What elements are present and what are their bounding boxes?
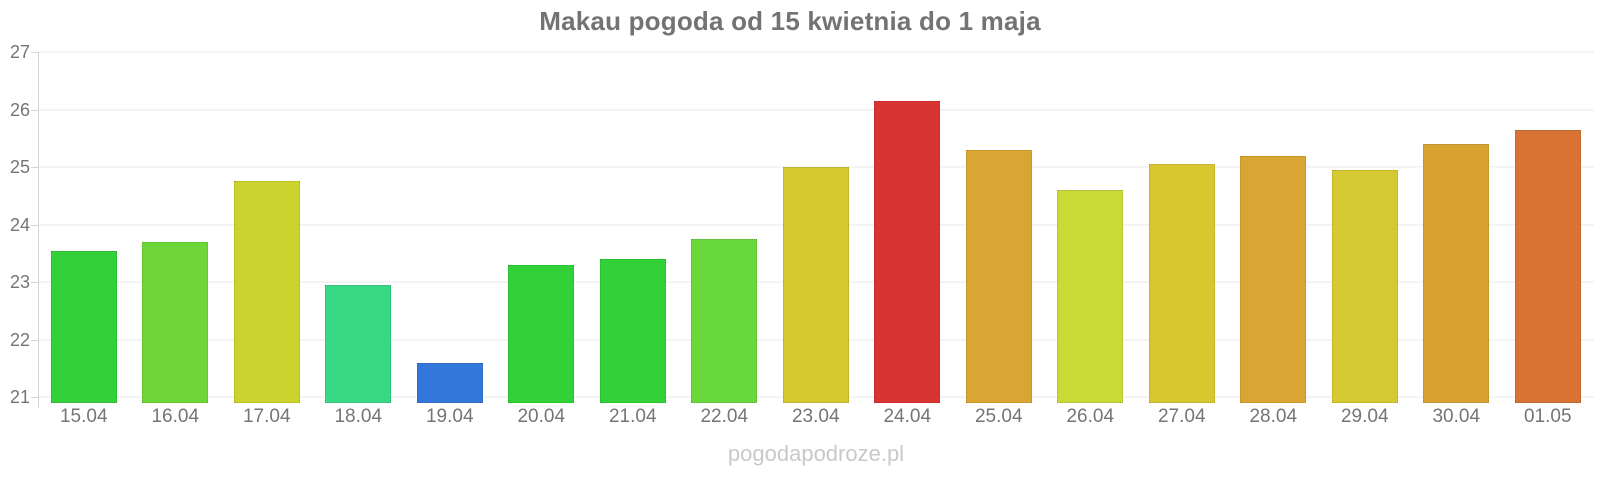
bar-18.04[interactable] — [325, 285, 392, 403]
bar-24.04[interactable] — [874, 100, 941, 403]
bar-23.04[interactable] — [782, 167, 849, 403]
y-tick-label: 23 — [9, 272, 30, 293]
bar-29.04[interactable] — [1331, 169, 1398, 403]
bar-17.04[interactable] — [233, 181, 300, 403]
y-axis-tick — [31, 167, 38, 169]
y-tick-label: 26 — [9, 99, 30, 120]
x-tick-label: 22.04 — [700, 406, 749, 427]
x-tick-label: 21.04 — [608, 406, 657, 427]
x-tick-label: 19.04 — [425, 406, 474, 427]
y-tick-label: 22 — [9, 329, 30, 350]
y-tick-label: 21 — [9, 387, 30, 408]
y-axis-tick — [31, 282, 38, 284]
y-tick-label: 24 — [9, 214, 30, 235]
x-tick-label: 20.04 — [517, 406, 566, 427]
bar-21.04[interactable] — [599, 259, 666, 403]
y-axis-tick — [31, 339, 38, 341]
x-tick-label: 01.05 — [1523, 406, 1572, 427]
x-tick-label: 24.04 — [883, 406, 932, 427]
x-tick-label: 23.04 — [791, 406, 840, 427]
bar-27.04[interactable] — [1148, 164, 1215, 403]
bar-26.04[interactable] — [1057, 190, 1124, 403]
x-tick-label: 29.04 — [1340, 406, 1389, 427]
y-axis-line — [38, 52, 39, 408]
y-axis-tick — [31, 397, 38, 399]
chart-title: Makau pogoda od 15 kwietnia do 1 maja — [539, 6, 1041, 36]
x-tick-label: 25.04 — [974, 406, 1023, 427]
gridline — [38, 51, 1594, 53]
bar-22.04[interactable] — [691, 239, 758, 403]
bar-15.04[interactable] — [50, 250, 117, 403]
y-axis-tick — [31, 109, 38, 111]
bar-16.04[interactable] — [142, 241, 209, 403]
gridline — [38, 108, 1594, 111]
bar-25.04[interactable] — [965, 149, 1032, 403]
bar-30.04[interactable] — [1423, 144, 1490, 403]
bar-01.05[interactable] — [1514, 129, 1581, 403]
x-tick-label: 15.04 — [59, 406, 108, 427]
x-tick-label: 28.04 — [1249, 406, 1298, 427]
y-axis-tick — [31, 52, 38, 53]
y-tick-label: 25 — [9, 157, 30, 178]
y-axis-tick — [31, 224, 38, 226]
x-tick-label: 18.04 — [334, 406, 383, 427]
bar-20.04[interactable] — [508, 264, 575, 403]
x-tick-label: 17.04 — [242, 406, 291, 427]
bar-28.04[interactable] — [1240, 155, 1307, 403]
x-tick-label: 26.04 — [1066, 406, 1115, 427]
watermark-text: pogodapodroze.pl — [727, 441, 905, 466]
y-tick-label: 27 — [9, 42, 30, 62]
bar-19.04[interactable] — [416, 362, 483, 403]
x-tick-label: 27.04 — [1157, 406, 1206, 427]
x-tick-label: 30.04 — [1432, 406, 1481, 427]
x-tick-label: 16.04 — [151, 406, 200, 427]
